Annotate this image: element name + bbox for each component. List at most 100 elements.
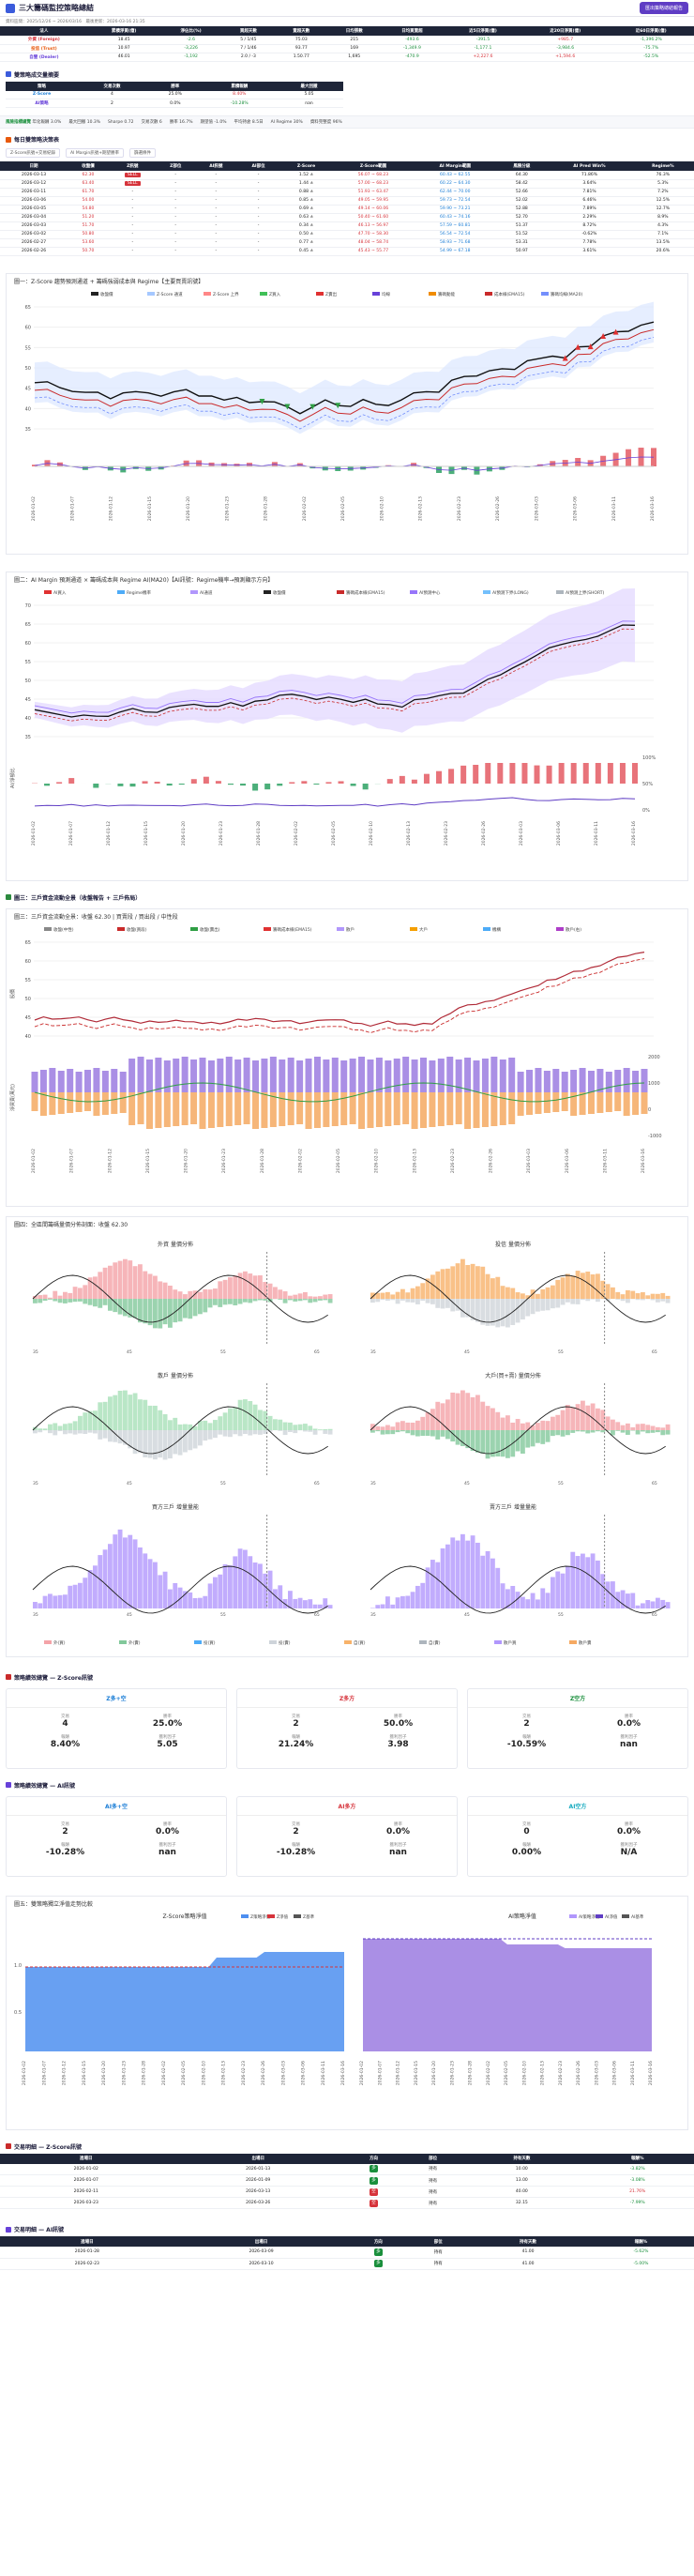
- legend-label: Z基準: [303, 1913, 315, 1920]
- profile-bar-up: [390, 1293, 396, 1299]
- x-tick-label: 2026-03-16: [340, 2060, 346, 2084]
- profile-bar-down: [288, 1298, 293, 1300]
- profile-bar-down: [585, 1298, 591, 1301]
- daily-header-cell: 日期: [0, 161, 68, 171]
- metric-item: Sharpe 0.72: [108, 120, 134, 125]
- profile-bar-down: [400, 1429, 405, 1431]
- daily-tab[interactable]: Z-Score訊號+交易紀錄: [6, 148, 61, 158]
- fund-buy-bar: [393, 1058, 400, 1092]
- card-metric-value: nan: [620, 1739, 638, 1749]
- trade-cell: 2026-03-09: [174, 2247, 349, 2259]
- daily-cell: -: [156, 205, 195, 214]
- legend-item: 散戶賣: [569, 1639, 592, 1646]
- profile-bar-up: [198, 1420, 203, 1430]
- profile-bar-up: [545, 1592, 551, 1608]
- profile-bar-down: [33, 1298, 38, 1303]
- profile-bar-up: [318, 1295, 323, 1299]
- x-tick-label: 2026-02-26: [576, 2060, 581, 2084]
- profile-bar-up: [203, 1288, 208, 1299]
- legend-swatch: [267, 1913, 275, 1918]
- zcards-title-text: 策略績效總覽 — Z-Score訊號: [14, 1674, 93, 1682]
- card-metric-label: 獲利因子: [389, 1734, 407, 1740]
- profile-bar-down: [312, 1429, 318, 1435]
- daily-cell: -: [108, 221, 157, 231]
- x-tick-label: 65: [314, 1349, 320, 1355]
- y-tick-label: 55: [25, 660, 31, 665]
- fund-buy-bar: [367, 1059, 374, 1092]
- y-tick-label: 40: [25, 406, 31, 412]
- legend-swatch: [264, 589, 271, 594]
- profile-bar-up: [641, 1602, 645, 1608]
- fund-sell-bar: [526, 1091, 534, 1115]
- profile-bar-up: [435, 1562, 441, 1608]
- profile-bar-down: [243, 1298, 248, 1303]
- regime-bar: [44, 783, 51, 785]
- daily-cell: -: [156, 179, 195, 189]
- fund-sell-bar: [279, 1091, 286, 1126]
- profile-bar-down: [203, 1298, 208, 1312]
- profile-bar-up: [68, 1585, 73, 1608]
- profile-bar-up: [410, 1288, 415, 1299]
- profile-bar-up: [273, 1588, 278, 1608]
- profile-bar-down: [263, 1429, 268, 1434]
- inst-value-cell: -2.6: [159, 36, 222, 45]
- card-metric-value: 21.24%: [278, 1739, 314, 1749]
- profile-bar-up: [278, 1419, 283, 1430]
- profile-bar-down: [545, 1429, 551, 1442]
- x-tick-label: 2026-03-03: [280, 2060, 286, 2084]
- legend-label: 收盤(中性): [53, 926, 74, 933]
- profile-bar-up: [327, 1604, 333, 1608]
- card-metric-value: 0.00%: [511, 1847, 542, 1857]
- regime-bar: [411, 779, 417, 784]
- profile-bar-up: [620, 1293, 626, 1299]
- daily-section-title: 每日雙策略決策表: [0, 132, 694, 146]
- legend-item: 收盤價: [264, 589, 286, 596]
- daily-tab[interactable]: 篩選條件: [129, 148, 156, 158]
- legend-item: 外(賣): [119, 1639, 141, 1646]
- daily-cell: 61.70: [68, 188, 109, 197]
- profile-bar-up: [390, 1604, 396, 1608]
- profile-bar-up: [390, 1425, 396, 1430]
- profile-bar-up: [83, 1577, 88, 1608]
- profile-bar-up: [207, 1422, 213, 1430]
- x-tick-label: 2026-01-20: [184, 1148, 189, 1172]
- y-tick-label: 65: [25, 940, 31, 946]
- daily-cell: 49.14 ~ 60.06: [332, 205, 415, 214]
- x-tick-label: 2026-01-15: [145, 1148, 151, 1172]
- legend-swatch: [91, 291, 98, 296]
- profile-bar-down: [570, 1298, 576, 1304]
- trade-header-cell: 方向: [343, 2153, 404, 2164]
- profile-bar-up: [505, 1414, 510, 1430]
- legend-label: 外(賣): [128, 1639, 141, 1646]
- profile-bar-up: [405, 1422, 411, 1430]
- legend-item: AI通道: [190, 589, 213, 596]
- profile-bar-down: [162, 1429, 168, 1459]
- profile-bar-up: [375, 1604, 381, 1608]
- profile-bar-down: [327, 1298, 333, 1303]
- profile-bar-up: [475, 1394, 480, 1430]
- fund-buy-bar: [331, 1057, 339, 1092]
- summary-value-cell: 8.40%: [204, 90, 275, 99]
- profile-bar-up: [72, 1584, 78, 1608]
- cost-line: [34, 328, 655, 421]
- x-tick-label: 45: [127, 1481, 132, 1486]
- export-report-button[interactable]: 匯出策略總結報告: [639, 2, 688, 14]
- profile-bar-down: [143, 1298, 148, 1323]
- fund-sell-bar: [145, 1091, 153, 1129]
- profile-bar-down: [440, 1429, 445, 1437]
- profile-bar-down: [72, 1429, 78, 1435]
- daily-cell: 7.81%: [547, 188, 632, 197]
- profile-bar-up: [445, 1398, 450, 1430]
- profile-bar-up: [375, 1425, 381, 1430]
- fund-sell-bar: [349, 1091, 356, 1124]
- profile-bar-down: [113, 1298, 118, 1312]
- trade-header-cell: 出場日: [174, 2236, 349, 2247]
- inst-value-cell: -493.6: [380, 36, 444, 45]
- daily-tab[interactable]: AI Margin訊號+期望勝率: [66, 148, 124, 158]
- fund-buy-bar: [614, 1069, 622, 1092]
- trade-cell: -7.99%: [581, 2197, 694, 2209]
- metric-item: 最大回撤 10.3%: [68, 120, 101, 125]
- card-metric: 獲利因子 nan: [578, 1734, 680, 1749]
- daily-cell: 1.44 ±: [279, 179, 333, 189]
- profile-bar-up: [218, 1280, 223, 1299]
